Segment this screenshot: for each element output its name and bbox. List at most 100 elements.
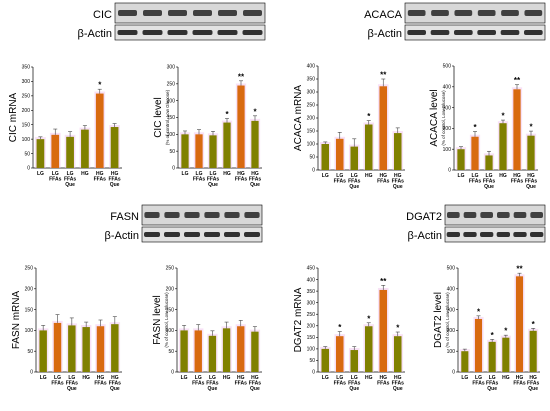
- significance-marker: *: [529, 123, 533, 132]
- category-label: HG: [82, 375, 90, 381]
- bar: [488, 341, 496, 372]
- blot-band: [143, 10, 162, 16]
- category-label: FFAs: [525, 179, 537, 185]
- significance-marker: *: [253, 107, 257, 116]
- actin-band: [513, 232, 527, 237]
- bar: [461, 351, 469, 372]
- y-tick-label: 400: [443, 85, 452, 91]
- category-label: HG: [529, 375, 537, 381]
- category-label: Que: [110, 182, 120, 188]
- chart-fasn-level: 0 50 100 150 200 250 FASN level (% of control, …: [152, 266, 262, 392]
- category-label: FFAs: [334, 179, 346, 185]
- y-tick-label: 50: [168, 349, 174, 355]
- category-label: Que: [526, 184, 536, 190]
- actin-band: [224, 232, 240, 237]
- category-label: LG: [336, 375, 343, 381]
- bar: [502, 337, 510, 372]
- y-tick-label: 150: [166, 307, 175, 313]
- category-label: LG: [195, 375, 202, 381]
- actin-band: [167, 30, 188, 35]
- y-tick-label: 350: [307, 289, 316, 295]
- y-tick-label: 100: [307, 142, 316, 148]
- western-blots: CIC β-Actin ACACA β-Actin FASN β-Actin DGAT2 β-…: [78, 2, 546, 243]
- category-label: HG: [223, 171, 231, 177]
- category-label: FFAs: [513, 381, 525, 387]
- significance-marker: *: [367, 314, 371, 323]
- y-axis-title: FASN mRNA: [11, 291, 22, 350]
- bar: [110, 127, 119, 168]
- category-label: HG: [380, 375, 388, 381]
- significance-marker: *: [532, 320, 536, 329]
- bar: [515, 276, 524, 372]
- blot-band: [431, 10, 449, 16]
- actin-band: [463, 232, 477, 237]
- category-label: FFAs: [206, 381, 218, 387]
- y-tick-label: 200: [22, 108, 31, 114]
- blot-cic: CIC β-Actin: [78, 2, 266, 41]
- significance-marker: *: [396, 324, 400, 333]
- bar: [237, 85, 245, 168]
- y-tick-label: 200: [447, 328, 456, 334]
- bar: [181, 134, 189, 168]
- category-label: FFAs: [192, 381, 204, 387]
- y-tick-label: 0: [312, 168, 315, 174]
- actin-label: β-Actin: [105, 230, 139, 242]
- y-tick-label: 300: [22, 79, 31, 85]
- chart-dgat2-level: 0 100 200 300 400 500 DGAT2 level (% of control…: [433, 265, 540, 392]
- y-axis-title: DGAT2 mRNA: [293, 287, 304, 352]
- y-tick-label: 400: [447, 287, 456, 293]
- bar: [194, 330, 202, 372]
- actin-band: [242, 30, 263, 35]
- actin-label: β-Actin: [368, 28, 402, 40]
- category-label: LG: [351, 375, 358, 381]
- significance-marker: *: [338, 323, 342, 332]
- bar: [251, 120, 259, 168]
- category-label: LG: [322, 375, 329, 381]
- category-label: LG: [67, 171, 74, 177]
- actin-band: [117, 30, 138, 35]
- category-label: FFAs: [66, 381, 78, 387]
- blot-label: ACACA: [364, 9, 403, 21]
- bar: [223, 122, 231, 168]
- category-label: FFAs: [235, 177, 247, 183]
- bar: [335, 138, 344, 170]
- y-tick-label: 500: [447, 266, 456, 272]
- y-tick-label: 50: [27, 349, 33, 355]
- blot-band: [244, 212, 260, 218]
- y-tick-label: 0: [30, 370, 33, 376]
- bar: [36, 139, 45, 168]
- category-label: Que: [250, 182, 260, 188]
- y-tick-label: 250: [307, 312, 316, 318]
- category-label: Que: [487, 386, 497, 392]
- y-tick-label: 100: [22, 137, 31, 143]
- y-axis-subtitle: (% of control, Low Glucose): [441, 90, 446, 146]
- bar: [350, 350, 359, 372]
- category-label: FFAs: [193, 177, 205, 183]
- y-tick-label: 250: [307, 103, 316, 109]
- significance-marker: **: [516, 265, 523, 274]
- actin-band: [142, 30, 163, 35]
- bar: [208, 335, 217, 372]
- actin-band: [192, 30, 213, 35]
- significance-marker: **: [380, 277, 387, 286]
- y-tick-label: 50: [309, 155, 315, 161]
- actin-band: [530, 232, 544, 237]
- bar: [335, 336, 344, 372]
- y-axis-title: CIC mRNA: [8, 92, 19, 142]
- y-tick-label: 350: [307, 77, 316, 83]
- bar: [471, 136, 479, 170]
- significance-marker: **: [514, 76, 521, 85]
- y-tick-label: 150: [25, 307, 34, 313]
- chart-cic-level: 0 50 100 150 200 250 300 CIC level (% of control…: [153, 65, 262, 188]
- category-label: FFAs: [486, 381, 498, 387]
- bar: [51, 134, 60, 168]
- category-label: FFAs: [64, 177, 76, 183]
- actin-band: [164, 232, 180, 237]
- y-tick-label: 150: [167, 115, 176, 121]
- category-label: HG: [502, 375, 510, 381]
- y-tick-label: 100: [447, 349, 456, 355]
- category-label: LG: [475, 375, 482, 381]
- blot-band-frame: [141, 204, 263, 226]
